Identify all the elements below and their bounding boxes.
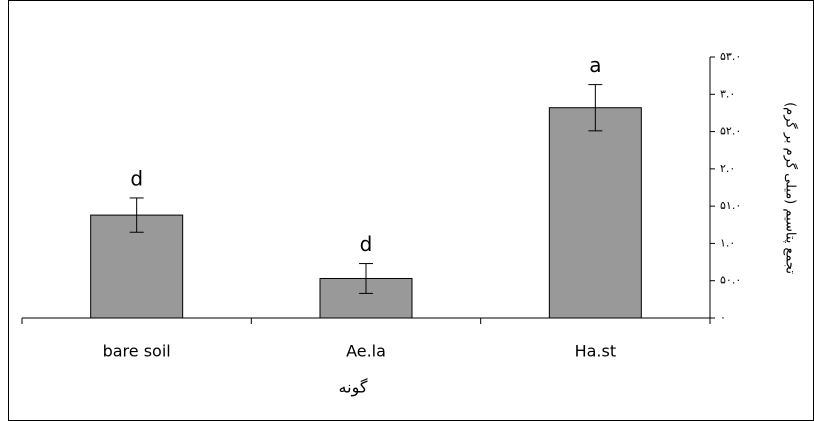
x-tick-label: Ha.st [575, 342, 617, 361]
y-tick-label: ۵۲.۰ [720, 125, 741, 138]
x-tick-label: Ae.la [346, 342, 386, 361]
x-axis-label: گونه [339, 378, 368, 398]
y-tick-label: ۵۱.۰ [720, 199, 741, 212]
bar [548, 107, 642, 319]
value-label: d [360, 232, 373, 256]
y-tick-label: ۳.۰ [720, 87, 735, 100]
x-tick-label: bare soil [103, 342, 171, 361]
y-tick-label: ۰ [720, 311, 726, 324]
y-tick-label: ۵۰.۰ [720, 274, 741, 287]
y-tick-label: ۱.۰ [720, 236, 735, 249]
y-axis-label: تجمع پتاسیم (میلی گرم بر گرم) [783, 102, 799, 274]
y-tick-label: ۲.۰ [720, 162, 735, 175]
y-tick-label: ۵۳.۰ [720, 50, 741, 63]
value-label: d [130, 166, 143, 190]
value-label: a [589, 53, 601, 77]
